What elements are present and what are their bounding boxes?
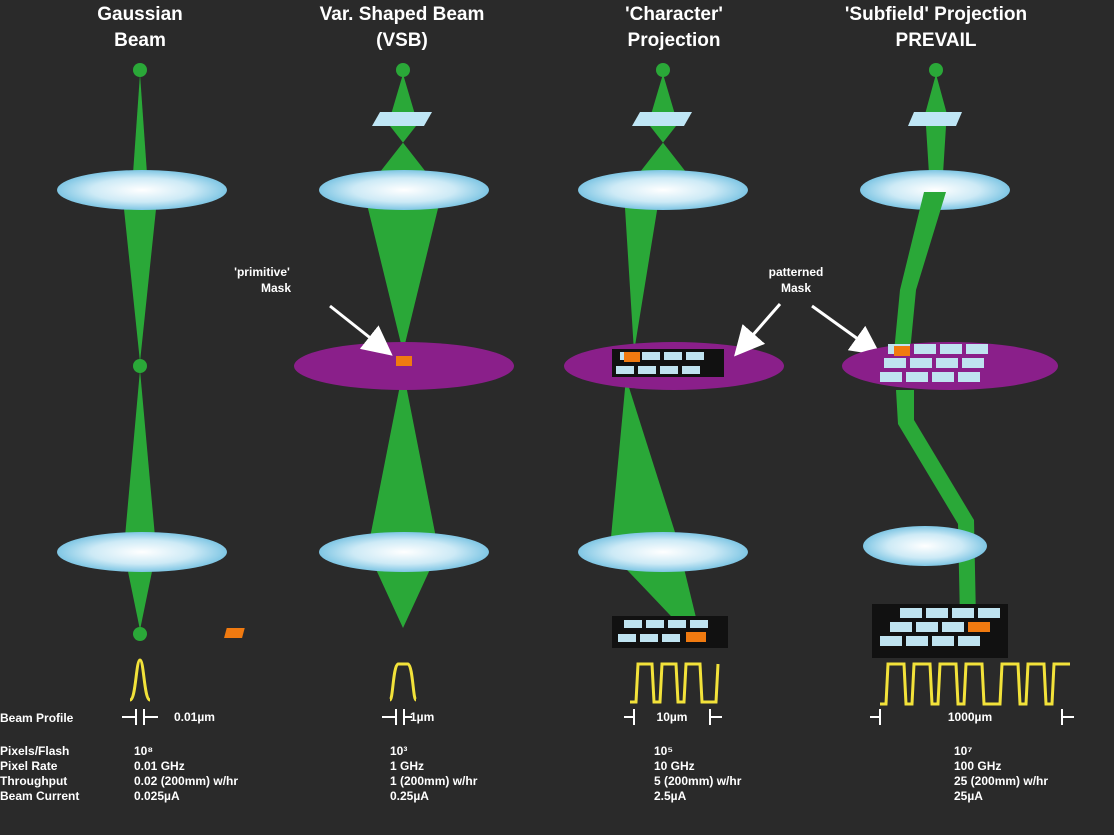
row-label-pixel-rate: Pixel Rate <box>0 759 58 773</box>
spec-pixel-rate: 100 GHz <box>954 759 1002 773</box>
gaussian-beam-column <box>57 63 227 702</box>
beam-spot <box>224 628 245 638</box>
vsb-column: 'primitive' Mask <box>224 63 514 702</box>
spec-pixels-flash: 10⁵ <box>654 744 673 758</box>
beam <box>624 192 660 352</box>
resolution-value: 10µm <box>657 710 688 724</box>
beam <box>124 370 156 548</box>
specs-gaussian: 10⁸ 0.01 GHz 0.02 (200mm) w/hr 0.025µA <box>134 744 238 804</box>
spec-throughput: 25 (200mm) w/hr <box>954 774 1049 788</box>
aperture-plate <box>372 112 432 126</box>
beam-crossover <box>396 63 410 77</box>
row-label-beam-profile: Beam Profile <box>0 711 74 725</box>
title-vsb: Var. Shaped Beam (VSB) <box>272 2 532 54</box>
spec-beam-current: 0.25µA <box>390 789 429 803</box>
beam <box>368 370 438 548</box>
title-line: Var. Shaped Beam <box>319 4 485 25</box>
row-label-throughput: Throughput <box>0 774 68 788</box>
beam-crossover <box>929 63 943 77</box>
beam-profile-curve <box>388 662 418 702</box>
mask-arrow <box>811 304 881 356</box>
lens <box>578 532 748 572</box>
beam <box>610 552 700 634</box>
spec-throughput: 0.02 (200mm) w/hr <box>134 774 239 788</box>
specs-subfield: 10⁷ 100 GHz 25 (200mm) w/hr 25µA <box>954 744 1048 804</box>
beam <box>122 190 158 362</box>
mask-aperture <box>624 352 640 362</box>
mask-arrow <box>734 303 782 357</box>
spec-beam-current: 25µA <box>954 789 983 803</box>
spec-pixels-flash: 10⁷ <box>954 744 973 758</box>
title-line: Projection <box>627 30 721 51</box>
beam-profile-curve <box>880 662 1070 706</box>
beam <box>364 192 442 352</box>
beam <box>924 74 948 118</box>
title-line: Gaussian <box>97 4 183 25</box>
wafer-pattern-cells <box>618 620 708 642</box>
lens <box>57 532 227 572</box>
lens <box>319 170 489 210</box>
mask-arrow <box>329 304 393 356</box>
spec-beam-current: 0.025µA <box>134 789 180 803</box>
lens <box>57 170 227 210</box>
aperture-plate <box>632 112 692 126</box>
row-label-beam-current: Beam Current <box>0 789 80 803</box>
beam-crossover <box>656 63 670 77</box>
beam-spot <box>133 627 147 641</box>
title-line: Beam <box>114 30 166 51</box>
lens <box>319 532 489 572</box>
beam <box>390 74 416 118</box>
beam-crossover <box>133 63 147 77</box>
mask-aperture <box>894 346 910 356</box>
subfield-projection-column <box>842 63 1070 706</box>
spec-pixel-rate: 10 GHz <box>654 759 695 773</box>
primitive-mask-label: Mask <box>261 281 291 295</box>
resolution-indicators <box>122 709 1074 725</box>
beam-spot <box>686 632 706 642</box>
title-line: PREVAIL <box>895 30 977 51</box>
row-labels: Pixels/Flash Pixel Rate Throughput Beam … <box>0 744 79 804</box>
beam <box>132 74 148 188</box>
lens <box>863 526 987 566</box>
title-subfield-projection: 'Subfield' Projection PREVAIL <box>806 2 1066 54</box>
spec-pixels-flash: 10⁸ <box>134 744 154 758</box>
patterned-mask-label: Mask <box>781 281 811 295</box>
spec-throughput: 1 (200mm) w/hr <box>390 774 478 788</box>
beam-profile-curve <box>630 662 720 704</box>
character-projection-column <box>564 63 784 704</box>
beam-crossover <box>133 359 147 373</box>
beam <box>650 74 676 118</box>
title-character-projection: 'Character' Projection <box>544 2 804 54</box>
beam-profile-curve <box>128 658 152 702</box>
beam-spot <box>968 622 990 632</box>
spec-beam-current: 2.5µA <box>654 789 687 803</box>
primitive-mask-label: 'primitive' <box>234 265 290 279</box>
spec-pixel-rate: 1 GHz <box>390 759 425 773</box>
resolution-value: 1µm <box>410 710 434 724</box>
lens <box>860 170 1010 210</box>
spec-pixels-flash: 10³ <box>390 744 408 758</box>
beam <box>894 192 946 352</box>
aperture-plate <box>908 112 962 126</box>
resolution-value: 1000µm <box>948 710 992 724</box>
lens <box>578 170 748 210</box>
title-line: 'Subfield' Projection <box>844 4 1028 25</box>
resolution-value: 0.01µm <box>174 710 215 724</box>
spec-pixel-rate: 0.01 GHz <box>134 759 185 773</box>
mask-aperture <box>396 356 412 366</box>
row-label-pixels-flash: Pixels/Flash <box>0 744 70 758</box>
title-line: (VSB) <box>376 30 428 51</box>
title-gaussian-beam: Gaussian Beam <box>10 2 270 54</box>
specs-character: 10⁵ 10 GHz 5 (200mm) w/hr 2.5µA <box>654 744 741 804</box>
specs-vsb: 10³ 1 GHz 1 (200mm) w/hr 0.25µA <box>390 744 477 804</box>
beam <box>610 378 680 548</box>
spec-throughput: 5 (200mm) w/hr <box>654 774 742 788</box>
patterned-mask-label: patterned <box>769 265 824 279</box>
beam <box>896 390 976 620</box>
title-line: 'Character' <box>625 4 723 25</box>
wafer-pattern-cells <box>880 608 1000 646</box>
